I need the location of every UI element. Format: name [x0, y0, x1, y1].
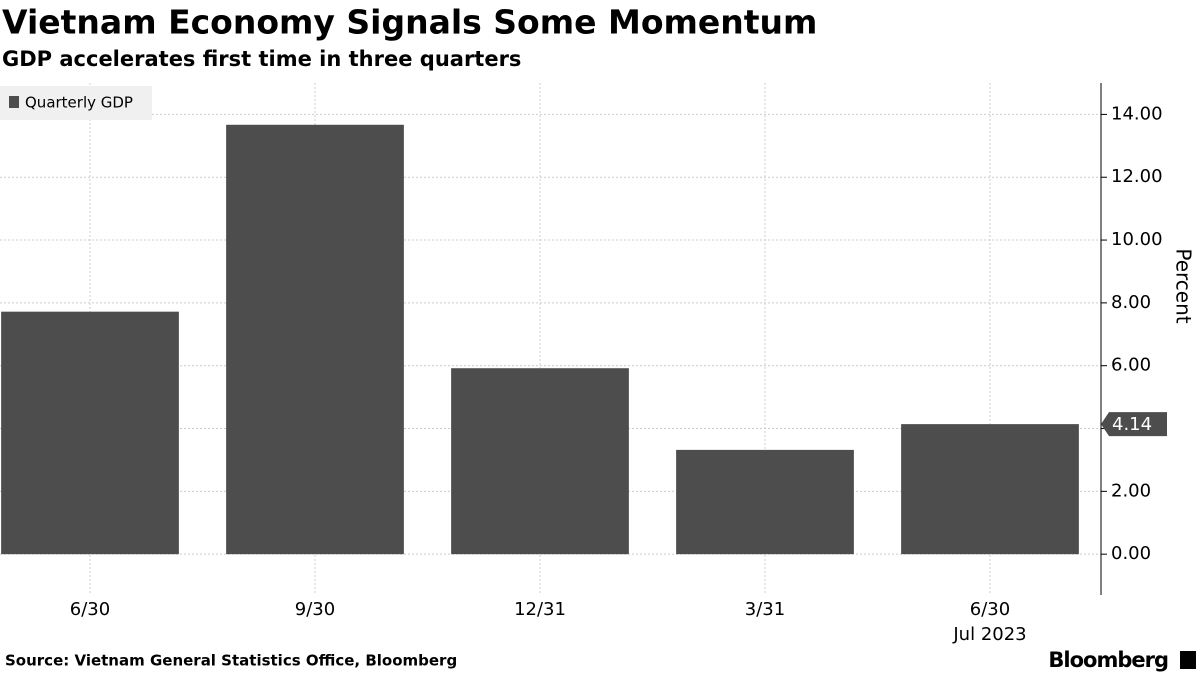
y-tick-label: 14.00 — [1111, 103, 1163, 124]
bar — [676, 449, 854, 555]
plot-area — [0, 83, 1101, 595]
legend-swatch — [9, 96, 19, 108]
x-tick-label: 3/31 — [745, 599, 785, 620]
y-axis-label: Percent — [1172, 248, 1196, 323]
x-tick-label: 9/30 — [295, 599, 335, 620]
y-tick-label: 2.00 — [1111, 480, 1151, 501]
value-label-box — [1101, 412, 1167, 437]
value-label: 4.14 — [1112, 414, 1152, 435]
chart-subtitle: GDP accelerates first time in three quar… — [2, 47, 521, 71]
bar — [1, 311, 179, 555]
legend-label: Quarterly GDP — [25, 94, 133, 112]
y-tick-label: 10.00 — [1111, 229, 1163, 250]
x-tick-label: 6/30 — [970, 599, 1010, 620]
bar — [901, 424, 1079, 555]
x-tick-label: 6/30 — [70, 599, 110, 620]
x-annotation: Jul 2023 — [952, 624, 1026, 645]
y-tick-label: 8.00 — [1111, 292, 1151, 313]
y-tick-label: 6.00 — [1111, 355, 1151, 376]
brand: Bloomberg — [1048, 648, 1168, 672]
source: Source: Vietnam General Statistics Offic… — [5, 652, 457, 670]
y-tick-label: 12.00 — [1111, 166, 1163, 187]
bar — [451, 368, 629, 555]
x-tick-label: 12/31 — [514, 599, 566, 620]
brand-icon — [1180, 651, 1196, 669]
legend-box — [0, 86, 152, 120]
chart-title: Vietnam Economy Signals Some Momentum — [2, 3, 817, 42]
y-tick-label: 0.00 — [1111, 543, 1151, 564]
bar — [226, 124, 404, 555]
